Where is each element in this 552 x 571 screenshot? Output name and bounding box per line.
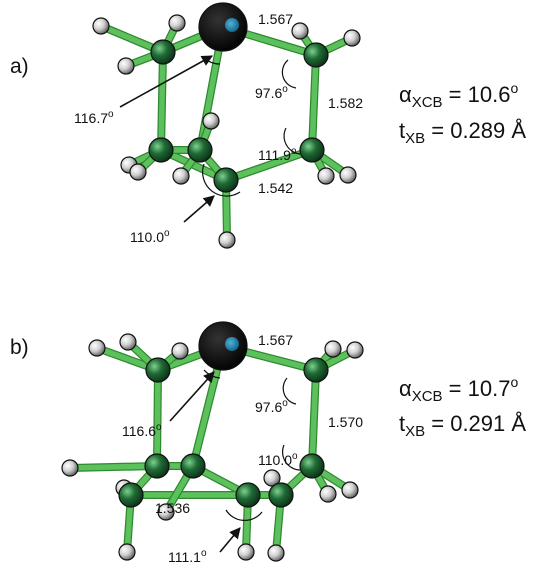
- carbon-atom: [145, 357, 171, 383]
- panel-b-angle-arrow-bottom: [219, 527, 241, 553]
- panel-b-angle-left: 116.6o: [122, 422, 162, 439]
- sigma-hole-marker: [225, 337, 239, 351]
- hydrogen-atom: [118, 543, 136, 561]
- hydrogen-atom: [168, 14, 186, 32]
- hydrogen-atom: [88, 339, 106, 357]
- panel-a-angle-arrow-top: [119, 55, 213, 108]
- panel-a-angle-right: 111.9o: [258, 146, 297, 163]
- hydrogen-atom: [319, 485, 337, 503]
- hydrogen-atom: [237, 543, 255, 561]
- panel-a-label: a): [10, 55, 29, 78]
- panel-a-alpha-xcb: αXCB = 10.6o: [399, 80, 518, 111]
- panel-a-atoms: [92, 2, 361, 249]
- hydrogen-atom: [341, 481, 359, 499]
- carbon-atom: [235, 482, 261, 508]
- hydrogen-atom: [92, 17, 110, 35]
- hydrogen-atom: [291, 22, 309, 40]
- hydrogen-atom: [343, 29, 361, 47]
- hydrogen-atom: [218, 231, 236, 249]
- carbon-atom: [299, 137, 325, 163]
- hydrogen-atom: [61, 459, 79, 477]
- hydrogen-atom: [263, 469, 281, 487]
- panel-b-angle-arcs: [203, 369, 301, 521]
- hydrogen-atom: [346, 341, 364, 359]
- hydrogen-atom: [117, 57, 135, 75]
- carbon-atom: [118, 482, 144, 508]
- bond: [154, 367, 161, 469]
- panel-a-angle-bottom: 110.0o: [130, 228, 170, 245]
- hydrogen-atom: [317, 167, 335, 185]
- carbon-atom: [148, 137, 174, 163]
- panel-b-angle-bottom: 111.1o: [168, 548, 207, 565]
- panel-b-molecule: [61, 321, 364, 562]
- panel-b-bond-top: 1.567: [258, 332, 293, 348]
- panel-a-molecule: [92, 2, 361, 249]
- panel-b-label: b): [10, 336, 29, 359]
- hydrogen-atom: [324, 340, 342, 358]
- panel-a-bond-top: 1.567: [258, 11, 293, 27]
- hydrogen-atom: [129, 163, 147, 181]
- panel-a-angle-top-right: 97.6o: [255, 84, 288, 101]
- carbon-atom: [303, 357, 329, 383]
- carbon-atom: [303, 42, 329, 68]
- panel-b-t-xb: tXB = 0.291 Å: [399, 411, 526, 440]
- panel-a-angle-arrow-bottom: [183, 195, 215, 223]
- panel-b-bond-right: 1.570: [328, 414, 363, 430]
- carbon-atom: [299, 453, 325, 479]
- panel-a-bond-bottom: 1.542: [258, 180, 293, 196]
- bond: [309, 367, 319, 469]
- panel-a-angle-left: 116.7o: [74, 109, 114, 126]
- halogen-atom: [198, 2, 248, 52]
- bond: [223, 147, 315, 183]
- hydrogen-atom: [157, 503, 175, 521]
- bond: [67, 463, 160, 471]
- panel-b-bond-bottom: 1.536: [155, 500, 190, 516]
- panel-b-angle-right: 110.0o: [258, 451, 298, 468]
- panel-b-angle-top-right: 97.6o: [255, 398, 288, 415]
- hydrogen-atom: [339, 166, 357, 184]
- carbon-atom: [150, 39, 176, 65]
- hydrogen-atom: [171, 342, 189, 360]
- sigma-hole-marker: [225, 18, 239, 32]
- bond: [309, 52, 319, 153]
- panel-b-angle-arrow-top: [169, 371, 215, 422]
- carbon-atom: [187, 137, 213, 163]
- carbon-atom: [144, 453, 170, 479]
- carbon-atom: [268, 482, 294, 508]
- bond: [158, 49, 166, 153]
- panel-b-alpha-xcb: αXCB = 10.7o: [399, 374, 518, 405]
- panel-a-bond-right: 1.582: [328, 95, 363, 111]
- hydrogen-atom: [119, 333, 137, 351]
- carbon-atom: [213, 167, 239, 193]
- hydrogen-atom: [172, 167, 190, 185]
- panel-b-atoms: [61, 321, 364, 562]
- halogen-atom: [198, 321, 248, 371]
- carbon-atom: [180, 453, 206, 479]
- panel-a-t-xb: tXB = 0.289 Å: [399, 118, 526, 147]
- hydrogen-atom: [267, 544, 285, 562]
- hydrogen-atom: [202, 112, 220, 130]
